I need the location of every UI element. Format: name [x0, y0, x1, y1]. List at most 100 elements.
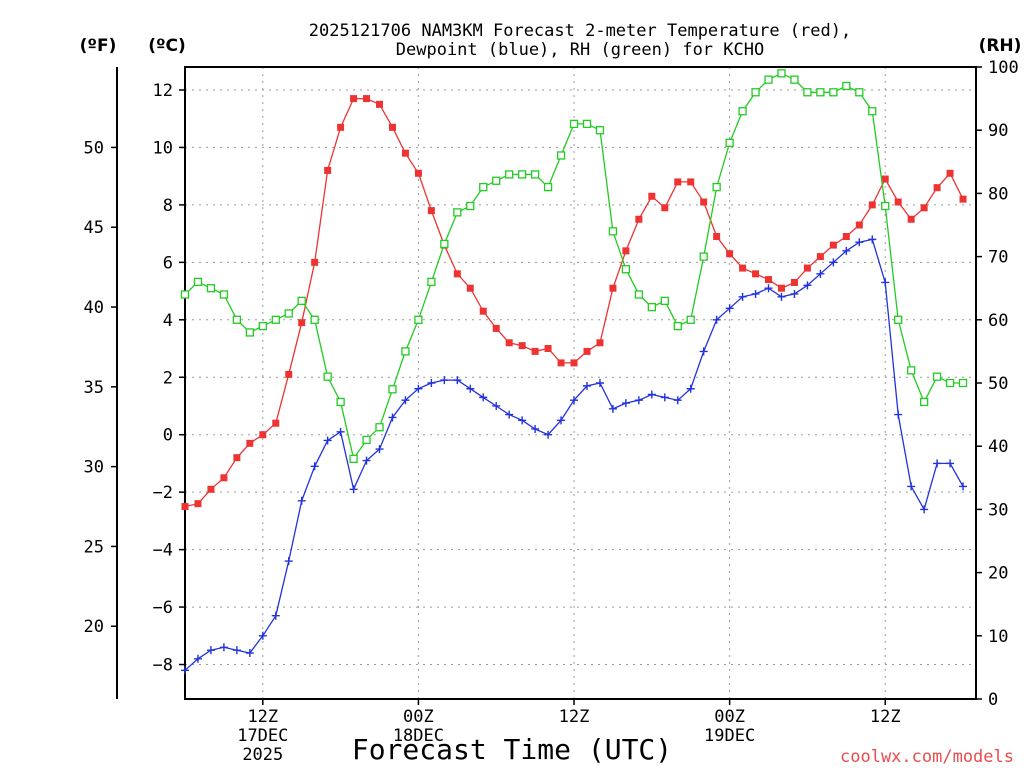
dewpoint-point [595, 379, 604, 387]
temperature-point [583, 347, 591, 355]
temperature-point [272, 419, 280, 427]
rh-point [660, 296, 669, 305]
temperature-point [505, 339, 513, 347]
temperature-point [246, 439, 254, 447]
rh-point [725, 138, 734, 147]
series-layer [180, 69, 968, 675]
rh-tick-label: 0 [988, 690, 998, 710]
temperature-point [233, 454, 241, 462]
temperature-point [726, 250, 734, 258]
rh-tick-label: 70 [988, 248, 1008, 268]
temperature-point [350, 95, 358, 103]
fahrenheit-unit-label: (ºF) [80, 36, 117, 56]
rh-tick-label: 10 [988, 627, 1008, 647]
time-tick-date: 18DEC [393, 726, 444, 746]
celsius-tick-label: 2 [163, 368, 173, 388]
rh-tick-label: 40 [988, 437, 1008, 457]
dewpoint-point [349, 485, 358, 494]
temperature-point [363, 95, 371, 103]
temperature-point [648, 192, 656, 200]
temperature-point [752, 270, 760, 278]
temperature-point [311, 258, 319, 266]
dewpoint-point [855, 238, 864, 247]
dewpoint-point [868, 235, 877, 244]
dewpoint-point [738, 292, 747, 301]
time-tick-label: 12Z [559, 707, 590, 727]
time-tick-label: 12Z [247, 707, 278, 727]
temperature-point [207, 485, 215, 493]
dewpoint-point [219, 643, 228, 652]
temperature-point [337, 123, 345, 131]
temperature-point [687, 178, 695, 186]
temperature-point [259, 431, 267, 439]
rh-unit-label: (RH) [979, 36, 1022, 56]
rh-point [466, 201, 475, 211]
dewpoint-point [634, 396, 643, 405]
dewpoint-point [271, 611, 280, 620]
rh-point [479, 182, 488, 192]
dewpoint-point [570, 396, 579, 405]
rh-tick-label: 90 [988, 121, 1008, 141]
temperature-point [855, 221, 863, 229]
celsius-unit-label: (ºC) [148, 36, 186, 56]
time-tick-label: 12Z [870, 707, 901, 727]
rh-point [362, 435, 371, 445]
rh-point [881, 201, 890, 211]
temperature-point [453, 270, 461, 278]
plot-frame [184, 66, 977, 700]
dewpoint-point [466, 384, 475, 393]
temperature-point [466, 284, 474, 292]
temperature-point [881, 175, 889, 183]
temperature-point [181, 503, 189, 511]
time-tick-label: 00Z [403, 707, 434, 727]
rh-point [686, 315, 695, 324]
fahrenheit-tick-label: 45 [84, 218, 104, 238]
dewpoint-point [673, 396, 682, 405]
dewpoint-point [206, 646, 215, 655]
temperature-point [713, 232, 721, 240]
celsius-tick-label: −8 [153, 656, 173, 676]
rh-point [907, 366, 916, 375]
temperature-point [894, 198, 902, 206]
time-tick-date: 19DEC [704, 726, 755, 746]
dewpoint-point [518, 416, 527, 425]
dewpoint-point [531, 424, 540, 433]
temperature-point [388, 123, 396, 131]
temperature-point [803, 264, 811, 272]
dewpoint-point [790, 289, 799, 298]
dewpoint-point [505, 410, 514, 419]
rh-point [414, 315, 423, 324]
dewpoint-point [258, 631, 267, 640]
rh-point [842, 81, 851, 91]
dewpoint-point [362, 456, 371, 465]
series-temperature [181, 95, 967, 511]
celsius-tick-label: 0 [163, 426, 173, 446]
temperature-point [609, 284, 617, 292]
dewpoint-point [959, 482, 968, 491]
dewpoint-point [557, 416, 566, 425]
celsius-tick-label: 10 [153, 138, 173, 158]
temperature-point [324, 166, 332, 174]
rh-point [336, 397, 345, 407]
rh-point [712, 182, 721, 192]
temperature-point [479, 307, 487, 315]
temperature-point [544, 345, 552, 353]
temperature-point [557, 359, 565, 367]
temperature-point [596, 339, 604, 347]
temperature-point [739, 264, 747, 272]
fahrenheit-tick-label: 35 [84, 378, 104, 398]
rh-point [543, 182, 553, 192]
chart-title-line-1: 2025121706 NAM3KM Forecast 2-meter Tempe… [309, 21, 851, 41]
rh-point [764, 75, 773, 84]
rh-point [790, 75, 799, 84]
dewpoint-point [608, 404, 617, 413]
temperature-point [492, 324, 500, 332]
temperature-point [933, 184, 941, 192]
rh-point [595, 126, 605, 135]
rh-point [530, 170, 540, 179]
rh-axis: 0 10 20 30 40 50 60 70 80 90 100 [976, 58, 1019, 710]
rh-point [245, 328, 254, 337]
rh-tick-label: 100 [988, 58, 1019, 78]
rh-point [919, 397, 929, 407]
